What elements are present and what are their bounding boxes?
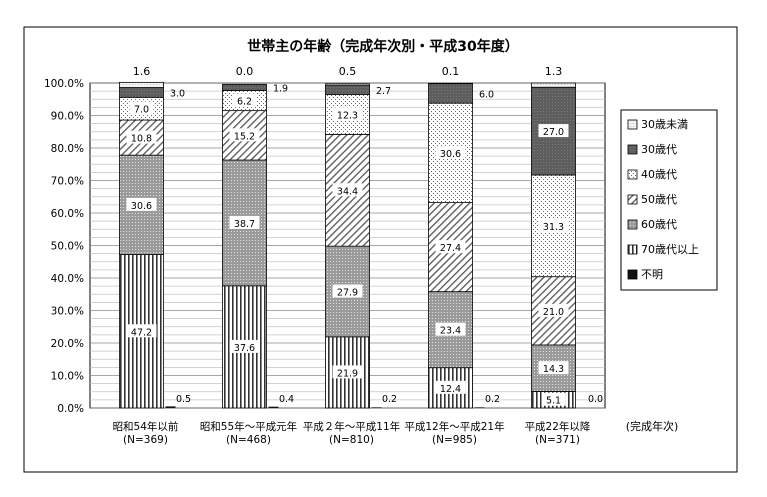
y-tick-label: 20.0% [51, 338, 84, 350]
bar-segment [326, 84, 370, 86]
value-label: 30.6 [131, 201, 152, 212]
legend-label: 不明 [641, 268, 663, 281]
legend-swatch [628, 220, 637, 229]
bar-segment [120, 82, 164, 87]
bar-segment [120, 88, 164, 98]
legend-label: 70歳代以上 [641, 243, 699, 256]
unknown-bar [269, 407, 279, 408]
x-category-label: 昭和54年以前 [113, 420, 179, 433]
value-label: 7.0 [134, 105, 149, 116]
unknown-value-label: 0.2 [485, 394, 500, 405]
value-label: 10.8 [131, 134, 152, 145]
bar-segment [223, 84, 267, 90]
y-tick-label: 50.0% [51, 241, 84, 253]
value-label: 21.9 [337, 368, 358, 379]
legend-swatch [628, 195, 637, 204]
x-category-count: (N=810) [329, 434, 374, 446]
y-tick-label: 30.0% [51, 306, 84, 318]
value-label: 30.6 [440, 149, 461, 160]
unknown-bar [475, 407, 485, 408]
x-category-count: (N=371) [535, 434, 580, 446]
value-label: 38.7 [234, 219, 255, 230]
side-value-label: 1.9 [273, 83, 288, 94]
value-label: 27.0 [543, 127, 564, 138]
side-value-label: 3.0 [170, 88, 185, 99]
value-label: 37.6 [234, 343, 255, 354]
legend-swatch [628, 245, 637, 254]
value-label: 12.3 [337, 110, 358, 121]
value-label: 21.0 [543, 307, 564, 318]
unknown-value-label: 0.5 [176, 394, 191, 405]
unknown-value-label: 0.2 [382, 394, 397, 405]
x-category-label: 平成12年～平成21年 [404, 420, 504, 433]
y-tick-label: 0.0% [57, 403, 84, 415]
value-label: 15.2 [234, 131, 255, 142]
value-label: 12.4 [440, 384, 461, 395]
legend-label: 50歳代 [641, 193, 677, 206]
top-value-label: 0.1 [442, 65, 460, 78]
value-label: 27.4 [440, 243, 461, 254]
value-label: 23.4 [440, 326, 461, 337]
legend-label: 40歳代 [641, 168, 677, 181]
y-tick-label: 90.0% [51, 111, 84, 123]
x-category-label: 平成22年以降 [525, 420, 591, 433]
chart-title: 世帯主の年齢（完成年次別・平成30年度） [247, 38, 518, 55]
y-tick-label: 10.0% [51, 371, 84, 383]
bar-segment [532, 83, 576, 87]
top-value-label: 1.6 [133, 65, 151, 78]
legend-swatch [628, 270, 637, 279]
y-tick-label: 100.0% [44, 78, 84, 90]
value-label: 27.9 [337, 287, 358, 298]
x-axis-note: (完成年次) [626, 419, 679, 433]
top-value-label: 1.3 [545, 65, 563, 78]
legend-label: 30歳代 [641, 143, 677, 156]
value-label: 47.2 [131, 327, 152, 338]
unknown-bar [166, 406, 176, 408]
x-category-label: 平成２年～平成11年 [303, 420, 400, 433]
value-label: 14.3 [543, 364, 564, 375]
side-value-label: 2.7 [376, 86, 391, 97]
legend-swatch [628, 120, 637, 129]
legend-swatch [628, 145, 637, 154]
unknown-value-label: 0.0 [588, 394, 603, 405]
top-value-label: 0.0 [236, 65, 254, 78]
legend-label: 30歳未満 [641, 118, 688, 131]
y-tick-label: 60.0% [51, 208, 84, 220]
bar-segment [429, 84, 473, 104]
y-tick-label: 80.0% [51, 143, 84, 155]
x-category-label: 昭和55年～平成元年 [200, 420, 297, 433]
side-value-label: 6.0 [479, 89, 494, 100]
y-tick-label: 70.0% [51, 176, 84, 188]
bar-segment [326, 86, 370, 95]
unknown-value-label: 0.4 [279, 394, 294, 405]
legend-label: 60歳代 [641, 218, 677, 231]
value-label: 6.2 [237, 97, 252, 108]
y-tick-label: 40.0% [51, 273, 84, 285]
value-label: 5.1 [546, 396, 561, 407]
value-label: 34.4 [337, 186, 358, 197]
x-category-count: (N=985) [432, 434, 477, 446]
x-category-count: (N=468) [226, 434, 271, 446]
legend-swatch [628, 170, 637, 179]
value-label: 31.3 [543, 222, 564, 233]
unknown-bar [372, 407, 382, 408]
x-category-count: (N=369) [123, 434, 168, 446]
top-value-label: 0.5 [339, 65, 357, 78]
